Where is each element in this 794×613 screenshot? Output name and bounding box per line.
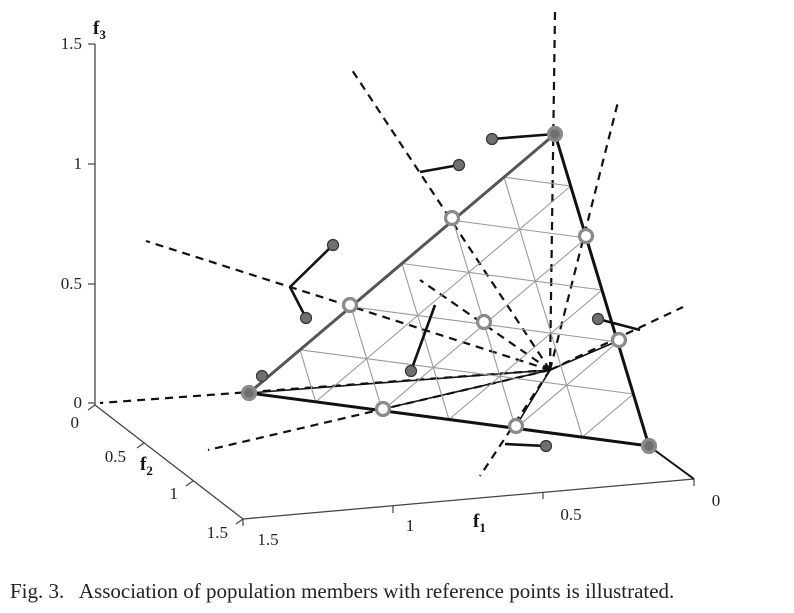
association-segments-group	[288, 132, 641, 448]
f3-axis-name: f	[93, 18, 100, 39]
population-member-marker	[255, 369, 269, 383]
f3-tick-label: 1	[74, 154, 83, 173]
hyperplane-grid-line	[350, 306, 383, 411]
f3-axis-label: f3	[93, 18, 106, 42]
f2-tick-label: 1	[170, 484, 179, 503]
population-member-marker	[485, 132, 499, 146]
coincident-member-marker	[550, 129, 560, 139]
population-member-marker	[539, 439, 553, 453]
hyperplane-grid-line	[581, 393, 634, 438]
hyperplane-grid-line	[401, 262, 603, 291]
hyperplane-grid-line	[503, 177, 583, 438]
hyperplane-grid-line	[452, 219, 587, 239]
hyperplane-extension-line	[648, 445, 695, 480]
reference-point-marker	[374, 400, 392, 418]
f2-axis-label: f2	[140, 454, 153, 478]
hyperplane-edge	[248, 391, 650, 448]
hyperplane-grid-line	[515, 341, 619, 429]
f2-tick-label: 1.5	[207, 523, 228, 542]
reference-ray	[382, 369, 551, 410]
f1-axis-label: f1	[473, 511, 486, 535]
reference-line	[548, 101, 620, 371]
f2-axis-line	[94, 404, 244, 520]
hyperplane-grid-line	[503, 176, 571, 187]
figure-caption: Fig. 3. Association of population member…	[10, 579, 790, 604]
reference-point-marker	[341, 296, 359, 314]
f2-tick-mark	[235, 518, 244, 525]
association-segment	[504, 442, 547, 448]
hyperplane-edge	[248, 132, 556, 395]
f2-tick-label: 0.5	[105, 447, 126, 466]
hyperplane-grid-line	[401, 263, 450, 420]
f1-axis-name: f	[473, 511, 480, 532]
f1-tick-label: 1	[406, 516, 415, 535]
f2-tick-mark	[185, 480, 194, 487]
f3-tick-label: 0	[74, 393, 83, 412]
f3-tick-label: 1.5	[61, 34, 82, 53]
f1-axis-subscript: 1	[479, 520, 486, 535]
hyperplane-grid-line	[448, 289, 603, 420]
population-member-marker	[591, 312, 605, 326]
f1-tick-label: 1.5	[257, 530, 278, 549]
population-member-marker	[404, 364, 418, 378]
population-member-marker	[326, 238, 340, 252]
f1-tick-label: 0	[712, 491, 721, 510]
f2-tick-mark	[136, 442, 145, 449]
f2-axis-name: f	[140, 454, 147, 475]
reference-point-marker	[577, 227, 595, 245]
population-member-marker	[299, 311, 313, 325]
population-member-marker	[452, 158, 466, 172]
hyperplane-edge	[553, 133, 651, 447]
markers-group	[240, 125, 658, 455]
f2-tick-label: 0	[71, 413, 80, 432]
hyperplane-grid-line	[299, 349, 317, 402]
association-segment	[419, 163, 460, 174]
reference-point-marker	[507, 417, 525, 435]
reference-ray	[248, 369, 551, 394]
f3-tick-label: 0.5	[61, 274, 82, 293]
f2-axis-subscript: 2	[146, 463, 153, 478]
hyperplane-grid-line	[315, 185, 572, 403]
association-segment	[597, 317, 641, 332]
association-segment	[409, 304, 437, 372]
coincident-member-marker	[644, 441, 654, 451]
reference-lines-group	[99, 11, 684, 477]
association-segment	[491, 132, 556, 141]
caption-text: Association of population members with r…	[78, 579, 675, 603]
caption-label: Fig. 3.	[10, 579, 65, 603]
association-segment	[289, 244, 334, 288]
reference-ray	[515, 369, 551, 427]
reference-point-marker	[443, 209, 461, 227]
f1-axis-line	[242, 478, 695, 520]
f2-tick-mark	[87, 404, 96, 411]
hyperplane-grid-line	[299, 349, 634, 395]
reference-point-marker	[475, 313, 493, 331]
reference-ray	[549, 339, 621, 371]
f3-axis-subscript: 3	[99, 27, 106, 42]
f1-tick-label: 0.5	[560, 505, 581, 524]
hyperplane-group	[248, 132, 695, 480]
axes-group: 1.5 1 0.5 0 0 0.5 1 1.5 1.5 1 0.5 0 f3 f…	[61, 18, 721, 549]
reference-point-marker	[610, 331, 628, 349]
reference-line	[548, 11, 557, 371]
reference-line	[351, 69, 551, 371]
coincident-member-marker	[244, 388, 254, 398]
